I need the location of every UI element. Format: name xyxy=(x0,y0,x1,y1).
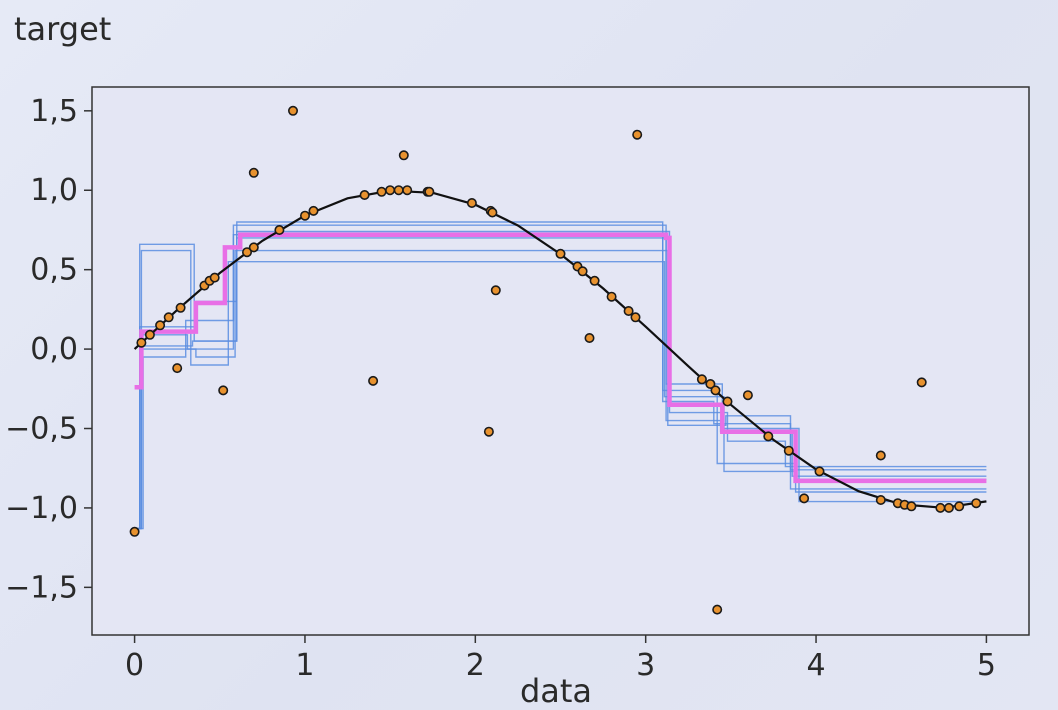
data-point xyxy=(299,210,310,221)
data-point xyxy=(248,167,259,178)
data-point xyxy=(287,105,298,116)
data-point xyxy=(398,150,409,161)
data-point xyxy=(875,450,886,461)
data-point xyxy=(954,501,965,512)
data-point xyxy=(308,205,319,216)
data-point xyxy=(163,312,174,323)
data-point xyxy=(742,390,753,401)
data-point xyxy=(705,378,716,389)
data-point xyxy=(376,186,387,197)
data-point xyxy=(483,426,494,437)
x-axis: 0 1 2 3 4 5 xyxy=(125,635,996,683)
x-tick-label: 2 xyxy=(466,648,485,683)
data-point xyxy=(242,247,253,258)
data-point xyxy=(763,431,774,442)
data-point xyxy=(274,225,285,236)
plot-area xyxy=(91,86,1030,636)
y-tick-label: 0,5 xyxy=(30,253,78,288)
data-point xyxy=(584,332,595,343)
data-point xyxy=(555,248,566,259)
data-point xyxy=(248,242,259,253)
bagged-line xyxy=(134,232,987,484)
y-tick-label: −0,5 xyxy=(5,412,78,447)
data-point xyxy=(402,185,413,196)
data-point xyxy=(359,190,370,201)
data-point xyxy=(799,493,810,504)
ensemble-line-1 xyxy=(134,221,987,530)
data-point xyxy=(783,445,794,456)
data-point xyxy=(466,198,477,209)
data-point xyxy=(712,604,723,615)
data-point xyxy=(606,291,617,302)
data-point xyxy=(916,377,927,388)
x-tick-label: 4 xyxy=(806,648,825,683)
bagged-prediction-line xyxy=(134,232,987,484)
data-point xyxy=(943,502,954,513)
x-axis-title: data xyxy=(520,672,592,710)
data-point xyxy=(577,266,588,277)
data-point xyxy=(144,329,155,340)
y-axis-title: target xyxy=(14,10,111,48)
data-point xyxy=(814,466,825,477)
data-point xyxy=(487,207,498,218)
x-tick-label: 1 xyxy=(295,648,314,683)
y-axis: 1,5 1,0 0,5 0,0 −0,5 −1,0 −1,5 xyxy=(5,94,92,605)
data-point xyxy=(172,363,183,374)
data-point xyxy=(155,320,166,331)
x-tick-label: 0 xyxy=(125,648,144,683)
y-tick-label: 1,0 xyxy=(30,173,78,208)
data-point xyxy=(209,272,220,283)
y-tick-label: 1,5 xyxy=(30,94,78,129)
data-point xyxy=(935,502,946,513)
ensemble-line-6 xyxy=(134,249,987,530)
x-tick-label: 3 xyxy=(636,648,655,683)
data-point xyxy=(218,385,229,396)
data-point xyxy=(722,396,733,407)
data-point xyxy=(696,374,707,385)
data-point xyxy=(385,185,396,196)
y-tick-label: 0,0 xyxy=(30,332,78,367)
data-point xyxy=(490,285,501,296)
ensemble-line-7 xyxy=(134,249,987,530)
x-tick-label: 5 xyxy=(977,648,996,683)
data-point xyxy=(710,385,721,396)
y-tick-label: −1,5 xyxy=(5,570,78,605)
y-tick-label: −1,0 xyxy=(5,491,78,526)
data-point xyxy=(424,186,435,197)
data-point xyxy=(589,275,600,286)
data-point xyxy=(623,305,634,316)
data-point xyxy=(971,498,982,509)
data-point xyxy=(632,129,643,140)
data-point xyxy=(906,501,917,512)
data-point xyxy=(393,185,404,196)
data-point xyxy=(368,375,379,386)
data-point xyxy=(630,312,641,323)
data-point xyxy=(136,337,147,348)
data-point xyxy=(875,494,886,505)
scatter-points xyxy=(129,105,982,615)
data-point xyxy=(129,526,140,537)
data-point xyxy=(175,302,186,313)
